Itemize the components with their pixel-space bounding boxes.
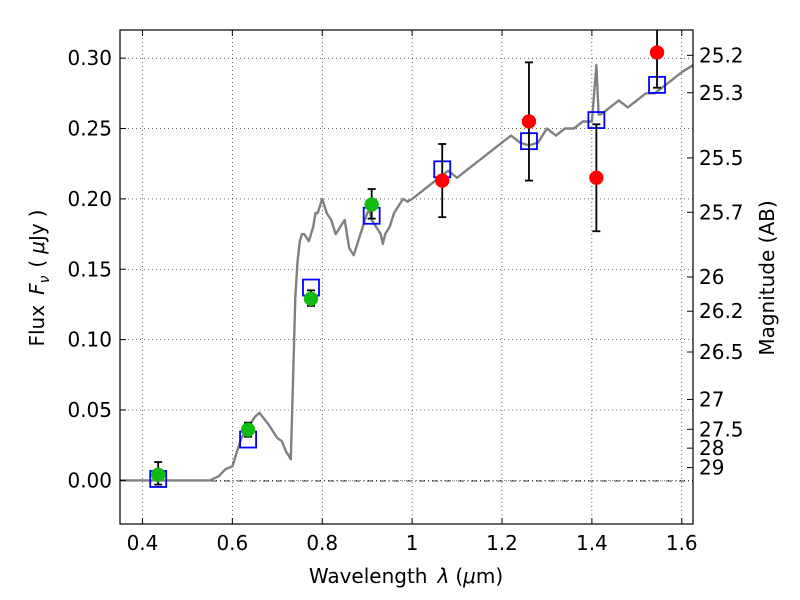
y-tick-label: 0.15 (67, 257, 112, 281)
x-tick-label: 0.8 (306, 531, 338, 555)
y-tick-label: 0.05 (67, 398, 112, 422)
x-axis-label: Wavelength λ (μm) (309, 564, 503, 588)
x-tick-label: 1 (406, 531, 419, 555)
y2-tick-label: 27.5 (699, 417, 744, 441)
y-tick-label: 0.25 (67, 117, 112, 141)
ticks (120, 30, 693, 524)
y2-tick-label: 25.2 (699, 43, 744, 67)
y2-tick-label: 27 (699, 387, 724, 411)
y2-tick-label: 25.3 (699, 81, 744, 105)
y2-tick-label: 26.2 (699, 299, 744, 323)
optical-photometry-marker (150, 467, 166, 482)
nir-photometry-marker (649, 45, 665, 60)
tick-labels: 0.4 0.6 0.8 1 1.2 1.4 1.6 0.00 0.05 0.10 0.15 0.20 0… (67, 43, 743, 555)
y-tick-label: 0.10 (67, 328, 112, 352)
nir-photometry-marker (589, 170, 604, 186)
optical-photometry-marker (240, 422, 256, 437)
x-tick-label: 1.6 (666, 531, 698, 555)
nir-photometry-marker (521, 114, 537, 129)
y2-tick-label: 28 (699, 436, 724, 460)
y-tick-label: 0.20 (67, 187, 112, 211)
y2-tick-label: 25.5 (699, 146, 744, 170)
y2-tick-label: 26.5 (699, 340, 744, 364)
optical-photometry-marker (303, 291, 319, 307)
grid (120, 30, 693, 524)
nir-photometry-marker (434, 173, 450, 188)
x-tick-label: 1.4 (576, 531, 608, 555)
x-tick-label: 0.6 (216, 531, 248, 555)
y2-tick-label: 25.7 (699, 200, 744, 224)
x-tick-label: 0.4 (127, 531, 159, 555)
optical-photometry-marker (364, 197, 379, 212)
x-tick-label: 1.2 (486, 531, 518, 555)
y-tick-label: 0.30 (67, 46, 112, 70)
y-axis-label: FluxFν(μJy) (25, 209, 53, 346)
model-spectrum-line (120, 63, 693, 482)
y2-tick-label: 26 (699, 265, 724, 289)
y2-axis-label: Magnitude (AB) (755, 200, 779, 355)
y-tick-label: 0.00 (67, 468, 112, 492)
y2-tick-label: 29 (699, 456, 724, 480)
model-spectrum (120, 63, 693, 482)
photometry-points (149, 30, 666, 488)
plot-frame (119, 29, 694, 525)
